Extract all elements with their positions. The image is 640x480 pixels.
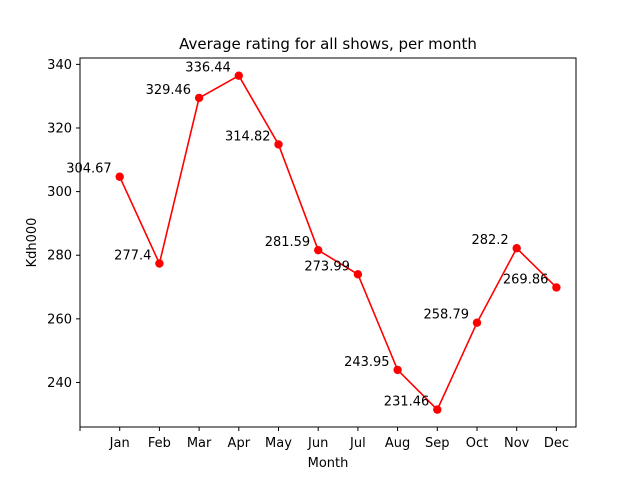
x-tick-label: Dec xyxy=(544,436,569,451)
data-label: 281.59 xyxy=(265,235,311,250)
data-point xyxy=(472,318,482,327)
data-point xyxy=(552,283,561,292)
y-axis: 240 260 280 300 320 340 xyxy=(47,58,80,391)
chart-title: Average rating for all shows, per month xyxy=(179,35,477,53)
series-line xyxy=(118,74,557,411)
data-label: 231.46 xyxy=(384,395,430,410)
data-point xyxy=(234,71,243,80)
x-tick-label: Mar xyxy=(187,436,212,451)
data-point xyxy=(314,245,323,255)
x-tick-label: Feb xyxy=(148,436,171,451)
x-axis: Jan Feb Mar Apr May Jun Jul Aug Sep Oct Nov Dec xyxy=(79,427,569,451)
plot-area xyxy=(79,57,577,428)
data-label: 329.46 xyxy=(146,83,192,98)
data-point xyxy=(155,259,164,268)
series-layer xyxy=(115,71,561,414)
y-tick-label: 300 xyxy=(47,185,72,200)
x-tick-label: Sep xyxy=(425,436,450,451)
x-tick-label: Apr xyxy=(228,436,251,451)
data-point xyxy=(393,365,402,375)
x-tick-label: Jun xyxy=(307,436,328,451)
x-tick-label: Nov xyxy=(504,436,530,451)
data-point xyxy=(353,270,363,279)
x-tick-label: Aug xyxy=(385,436,410,451)
x-tick-label: Jul xyxy=(349,436,366,451)
y-tick-label: 340 xyxy=(47,58,72,73)
data-point xyxy=(274,140,283,149)
x-tick-label: Jan xyxy=(109,436,130,451)
data-label: 304.67 xyxy=(66,162,112,177)
x-tick-label: Oct xyxy=(466,436,488,451)
data-label: 277.4 xyxy=(114,248,151,263)
y-tick-label: 240 xyxy=(47,376,72,391)
data-point xyxy=(512,244,521,253)
x-tick-label: May xyxy=(265,436,292,451)
data-label-layer: 304.67 277.4 329.46 336.44 314.82 281.59 273.9… xyxy=(66,61,548,410)
data-label: 314.82 xyxy=(225,129,271,144)
data-point xyxy=(194,93,204,103)
y-tick-label: 320 xyxy=(47,121,72,136)
data-label: 258.79 xyxy=(424,308,470,323)
y-tick-label: 280 xyxy=(47,249,72,264)
data-label: 243.95 xyxy=(344,355,390,370)
data-point xyxy=(115,172,124,181)
data-label: 282.2 xyxy=(471,233,508,248)
x-axis-title: Month xyxy=(308,456,349,471)
data-label: 336.44 xyxy=(185,61,231,76)
y-tick-label: 260 xyxy=(47,312,72,327)
data-label: 273.99 xyxy=(304,259,350,274)
data-label: 269.86 xyxy=(503,272,549,287)
y-axis-title: Kdh000 xyxy=(25,218,40,268)
data-point xyxy=(433,405,442,414)
